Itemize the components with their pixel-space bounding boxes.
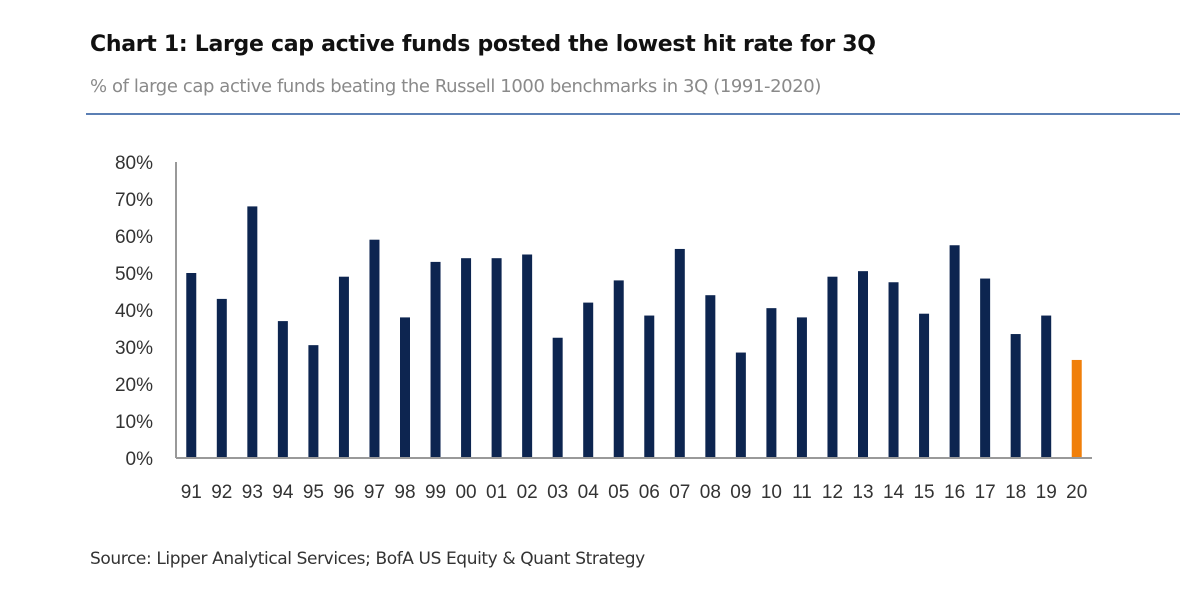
x-tick-label: 09 [730,482,751,503]
bar-99 [430,261,441,458]
bar-05 [613,280,624,458]
x-tick-label: 12 [822,482,843,503]
x-axis-ticks: 91 92 93 94 95 96 97 98 99 00 01 02 03 04 05 06 07 08 09 10… [181,482,1088,503]
x-tick-label: 17 [975,482,996,503]
x-tick-label: 04 [578,482,600,503]
bar-96 [338,276,349,458]
bar-98 [400,317,410,458]
bar-94 [277,321,288,458]
bar-15 [919,313,930,458]
x-tick-label: 13 [852,482,873,503]
x-tick-label: 20 [1066,482,1087,503]
bar-01 [491,258,502,458]
x-tick-label: 06 [639,482,660,503]
y-tick-label: 60% [115,227,153,248]
x-tick-label: 14 [883,482,905,503]
bar-97 [369,239,380,458]
x-tick-label: 02 [517,482,538,503]
bar-10 [766,308,777,458]
bar-18 [1010,334,1021,458]
bar-19 [1041,315,1052,458]
x-tick-label: 08 [700,482,721,503]
x-tick-label: 16 [944,482,965,503]
x-tick-label: 98 [394,482,415,503]
bar-08 [705,295,716,458]
bar-93 [247,206,258,458]
y-tick-label: 80% [115,153,153,174]
x-tick-label: 94 [272,482,294,503]
title-divider [86,113,1180,115]
bar-13 [858,271,868,458]
bar-17 [980,278,991,458]
x-tick-label: 95 [303,482,324,503]
bar-02 [522,254,533,458]
bar-14 [888,282,899,458]
bar-11 [796,317,807,458]
x-tick-label: 15 [913,482,934,503]
bar-95 [308,345,319,458]
x-tick-label: 10 [761,482,782,503]
chart-title: Chart 1: Large cap active funds posted t… [90,32,876,57]
x-tick-label: 07 [669,482,690,503]
y-tick-label: 0% [126,449,154,470]
x-tick-label: 01 [486,482,507,503]
chart-subtitle: % of large cap active funds beating the … [90,76,821,97]
bar-00 [461,258,472,458]
bar-04 [583,302,594,458]
y-tick-label: 50% [115,264,153,285]
x-tick-label: 96 [333,482,354,503]
source-note: Source: Lipper Analytical Services; BofA… [90,549,645,569]
x-tick-label: 99 [425,482,446,503]
x-tick-label: 11 [792,482,812,503]
x-tick-label: 00 [455,482,476,503]
y-tick-label: 20% [115,375,153,396]
x-tick-label: 92 [211,482,232,503]
x-tick-label: 97 [364,482,385,503]
bar-12 [827,276,838,458]
y-tick-label: 10% [115,412,153,433]
bar-91 [186,273,197,458]
y-axis-ticks: 0% 10% 20% 30% 40% 50% 60% 70% 80% [115,153,153,470]
x-tick-label: 93 [242,482,263,503]
bar-20 [1071,359,1082,458]
x-tick-label: 18 [1005,482,1026,503]
x-tick-label: 03 [547,482,568,503]
bar-92 [216,298,227,458]
x-tick-label: 19 [1036,482,1057,503]
bar-16 [949,245,960,458]
y-tick-label: 30% [115,338,153,359]
bar-06 [644,315,655,458]
bars [186,206,1082,458]
bar-07 [674,248,685,458]
y-tick-label: 40% [115,301,153,322]
x-tick-label: 05 [608,482,629,503]
y-tick-label: 70% [115,190,153,211]
x-tick-label: 91 [181,482,202,503]
bar-09 [735,352,746,458]
bar-03 [552,337,563,458]
